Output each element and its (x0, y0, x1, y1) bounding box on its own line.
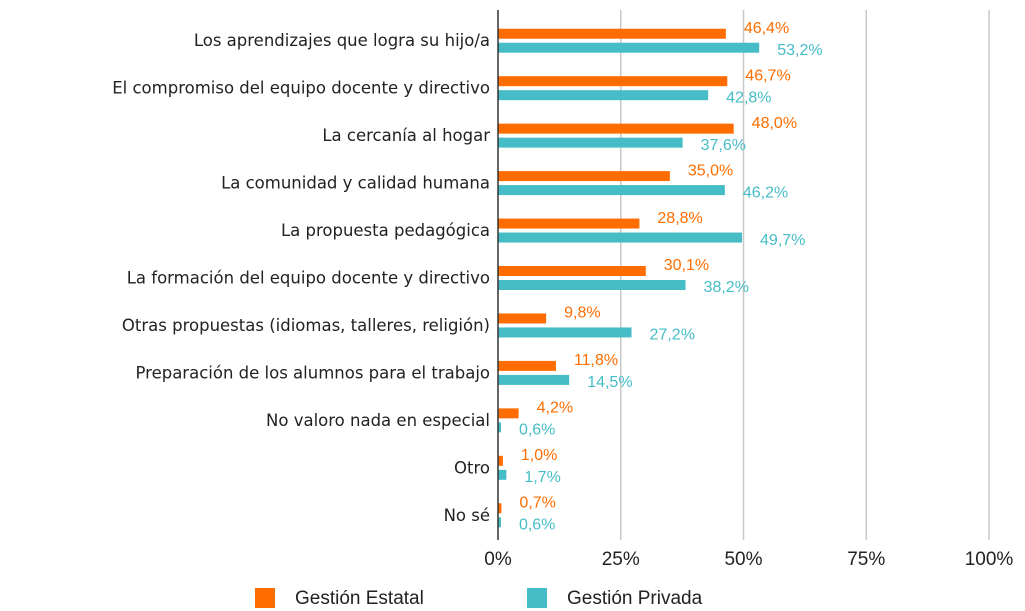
value-label: 37,6% (701, 137, 746, 154)
value-label: 1,7% (524, 469, 560, 486)
y-tick-label: Preparación de los alumnos para el traba… (135, 363, 490, 382)
bar (498, 280, 686, 290)
value-label: 48,0% (752, 115, 797, 132)
bar (498, 171, 670, 182)
bar (498, 185, 725, 196)
y-tick-label: La cercanía al hogar (322, 126, 490, 145)
bar (498, 503, 502, 514)
value-label: 46,2% (743, 184, 788, 201)
bar (498, 266, 646, 276)
value-label: 4,2% (537, 400, 573, 417)
bar (498, 327, 632, 338)
value-label: 35,0% (688, 162, 733, 179)
value-label: 1,0% (521, 447, 557, 464)
value-label: 11,8% (574, 352, 618, 369)
bar (498, 517, 501, 528)
legend-swatch (255, 588, 275, 608)
value-label: 14,5% (587, 374, 632, 391)
value-label: 9,8% (564, 305, 600, 322)
value-label: 0,6% (519, 516, 555, 533)
y-tick-label: El compromiso del equipo docente y direc… (112, 79, 490, 98)
bar (498, 76, 728, 87)
legend-label: Gestión Privada (567, 588, 703, 609)
y-tick-label: La comunidad y calidad humana (221, 174, 490, 193)
value-label: 28,8% (657, 210, 702, 227)
y-tick-label: La propuesta pedagógica (281, 221, 490, 240)
bar (498, 123, 734, 134)
bar (498, 408, 519, 419)
bar (498, 422, 501, 433)
bar (498, 28, 726, 39)
value-label: 0,7% (519, 494, 555, 511)
bar (498, 42, 760, 53)
value-label: 38,2% (704, 279, 749, 296)
y-tick-label: Los aprendizajes que logra su hijo/a (194, 31, 490, 50)
value-label: 49,7% (760, 232, 805, 249)
x-tick-label: 100% (965, 549, 1014, 570)
value-label: 30,1% (664, 257, 709, 274)
y-tick-label: No valoro nada en especial (266, 411, 490, 430)
value-label: 27,2% (650, 327, 695, 344)
bar (498, 313, 547, 324)
value-label: 53,2% (777, 42, 822, 59)
value-label: 0,6% (519, 422, 555, 439)
y-tick-label: Otro (454, 458, 490, 477)
bar (498, 90, 709, 101)
bar (498, 455, 503, 466)
x-tick-label: 75% (847, 549, 885, 570)
x-tick-label: 0% (484, 549, 512, 570)
bar (498, 232, 743, 243)
x-tick-label: 25% (602, 549, 640, 570)
bar (498, 137, 683, 148)
value-label: 46,7% (745, 67, 790, 84)
bar (498, 218, 640, 229)
legend-swatch (527, 588, 547, 608)
bar (498, 360, 556, 371)
legend-label: Gestión Estatal (295, 588, 424, 609)
value-label: 42,8% (726, 89, 771, 106)
x-tick-label: 50% (724, 549, 762, 570)
bar (498, 469, 507, 480)
bar (498, 374, 570, 385)
y-tick-label: La formación del equipo docente y direct… (127, 269, 490, 288)
value-label: 46,4% (744, 20, 789, 37)
y-tick-label: Otras propuestas (idiomas, talleres, rel… (122, 316, 490, 335)
y-tick-label: No sé (444, 506, 490, 525)
